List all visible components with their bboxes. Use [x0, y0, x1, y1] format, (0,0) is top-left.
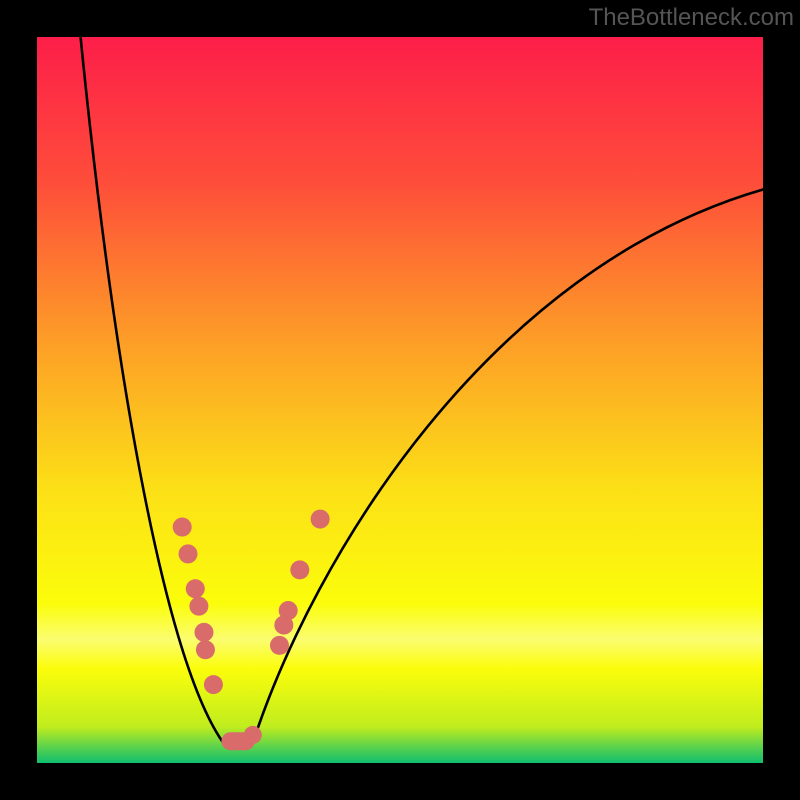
plot-svg — [37, 37, 763, 763]
chart-stage: TheBottleneck.com — [0, 0, 800, 800]
data-dot — [186, 579, 205, 598]
data-dot — [290, 560, 309, 579]
data-dot — [196, 640, 215, 659]
plot-area — [37, 37, 763, 763]
data-dot — [194, 623, 213, 642]
data-dot — [279, 601, 298, 620]
data-dot — [204, 675, 223, 694]
data-dot — [270, 636, 289, 655]
data-dot — [179, 544, 198, 563]
trough-bump — [244, 726, 262, 744]
data-dot — [173, 518, 192, 537]
data-dot — [311, 510, 330, 529]
gradient-background — [37, 37, 763, 763]
watermark-label: TheBottleneck.com — [589, 4, 794, 32]
data-dot — [189, 597, 208, 616]
